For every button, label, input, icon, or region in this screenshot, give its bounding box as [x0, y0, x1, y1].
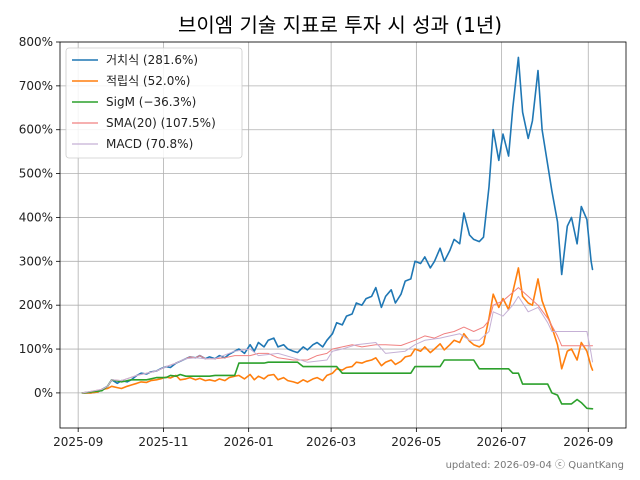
x-tick-label: 2025-11 — [138, 435, 188, 449]
x-axis: 2025-09 2025-11 2026-01 2026-03 2026-05 2026-… — [53, 428, 613, 449]
series-line-2 — [81, 267, 594, 394]
y-tick-label: 600% — [19, 123, 53, 137]
y-tick-label: 700% — [19, 79, 53, 93]
y-tick-label: 100% — [19, 342, 53, 356]
chart-title: 브이엠 기술 지표로 투자 시 성과 (1년) — [178, 13, 502, 37]
x-tick-label: 2026-03 — [306, 435, 356, 449]
x-tick-label: 2025-09 — [53, 435, 103, 449]
x-tick-label: 2026-05 — [391, 435, 441, 449]
series-line-5 — [81, 295, 593, 394]
series-line-1 — [81, 56, 594, 394]
series-line-3 — [81, 359, 594, 410]
legend-label: SMA(20) (107.5%) — [106, 116, 216, 130]
x-tick-label: 2026-09 — [563, 435, 613, 449]
legend-label: MACD (70.8%) — [106, 137, 193, 151]
y-tick-label: 400% — [19, 210, 53, 224]
x-tick-label: 2026-07 — [477, 435, 527, 449]
y-tick-label: 300% — [19, 254, 53, 268]
footnote: updated: 2026-09-04 ⓒ QuantKang — [446, 459, 624, 471]
legend: 거치식 (281.6%) 적립식 (52.0%) SigM (−36.3%) SMA(… — [65, 47, 243, 159]
series-lines — [81, 56, 594, 410]
y-tick-label: 200% — [19, 298, 53, 312]
legend-label: 적립식 (52.0%) — [106, 74, 190, 88]
plot-frame — [59, 41, 627, 429]
legend-box — [65, 47, 243, 159]
legend-label: SigM (−36.3%) — [106, 95, 196, 109]
y-tick-label: 800% — [19, 35, 53, 49]
y-tick-label: 0% — [34, 386, 53, 400]
y-tick-label: 500% — [19, 167, 53, 181]
legend-label: 거치식 (281.6%) — [106, 53, 198, 67]
x-tick-label: 2026-01 — [224, 435, 274, 449]
y-axis: 0% 100% 200% 300% 400% 500% 600% 700% 800% — [19, 35, 60, 400]
